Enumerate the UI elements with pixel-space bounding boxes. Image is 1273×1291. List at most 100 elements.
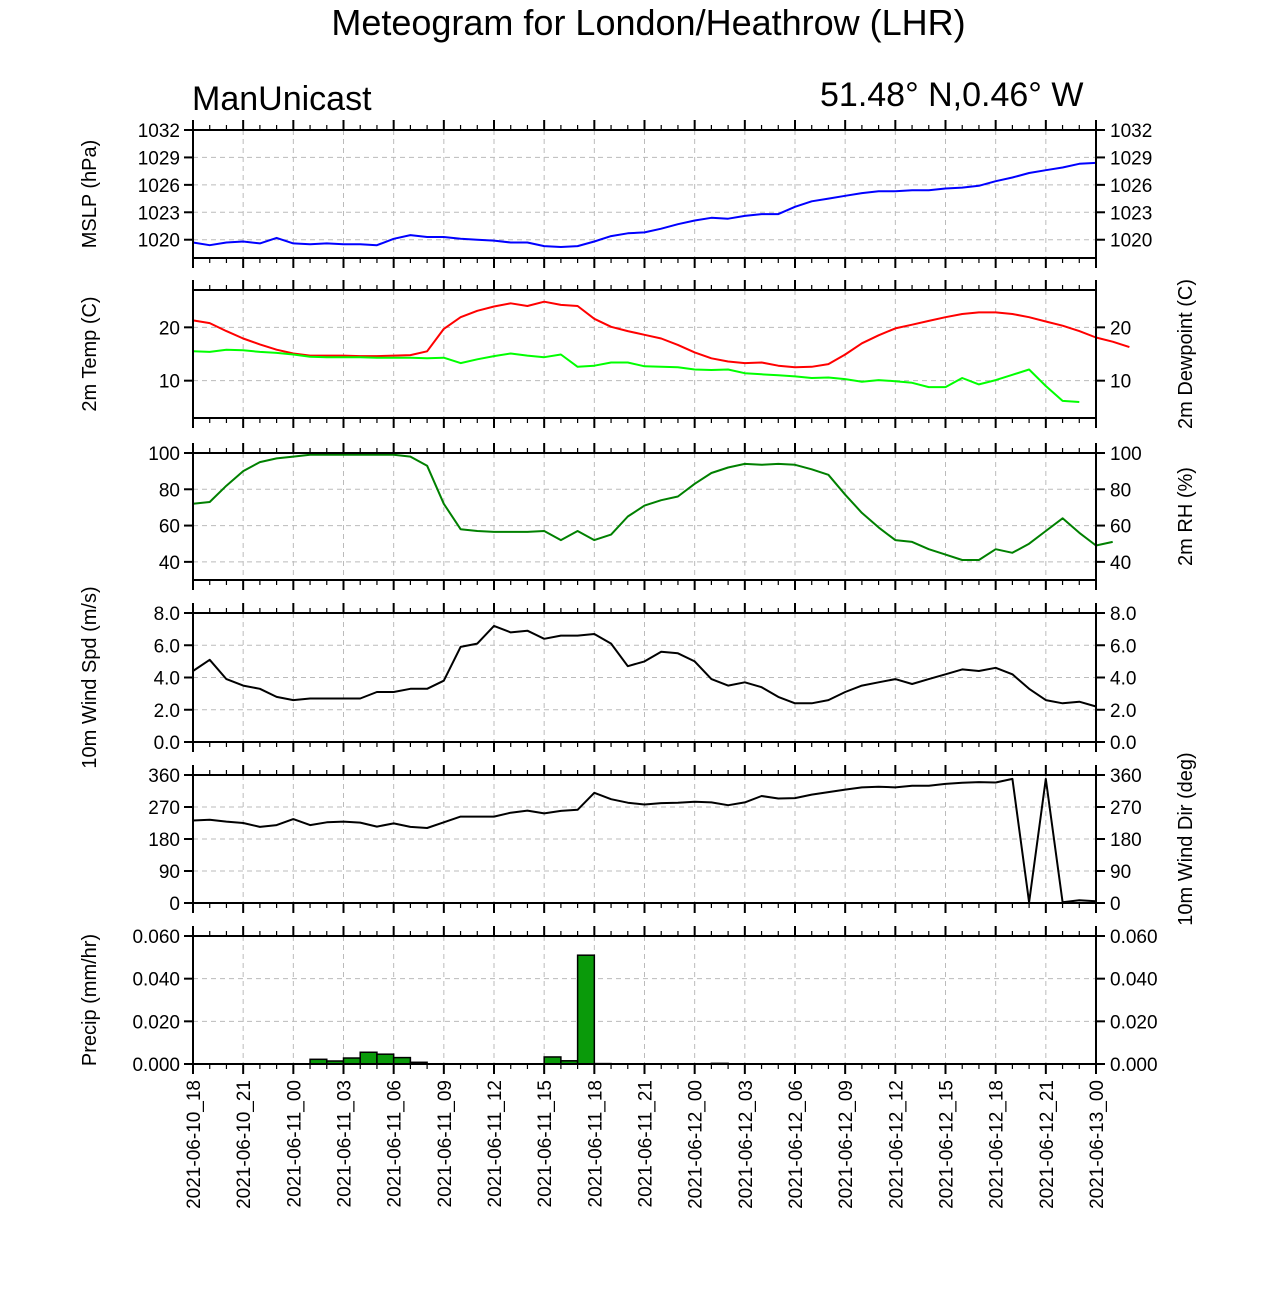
x-tick-label: 2021-06-12_12 xyxy=(886,1080,907,1209)
y-tick-label-right: 60 xyxy=(1110,517,1131,538)
y-tick-label-right: 270 xyxy=(1110,798,1142,819)
y-tick-label-right: 0.040 xyxy=(1110,970,1158,991)
model-name: ManUnicast xyxy=(192,80,372,118)
y-tick-label-left: 8.0 xyxy=(154,604,180,625)
y-tick-label-right: 0.000 xyxy=(1110,1055,1158,1076)
y-tick-label-right: 90 xyxy=(1110,862,1131,883)
y-tick-label-left: 0.020 xyxy=(132,1012,180,1033)
y-tick-label-right: 10 xyxy=(1110,372,1131,393)
y-tick-label-left: 100 xyxy=(148,444,180,465)
y-tick-label-right: 40 xyxy=(1110,553,1131,574)
precip-bar xyxy=(576,954,596,1065)
y-tick-label-left: 1029 xyxy=(138,148,180,169)
rh-ylabel-right: 2m RH (%) xyxy=(1175,467,1197,566)
x-tick-label: 2021-06-11_18 xyxy=(585,1080,606,1207)
rh-panel: 40 40 60 60 80 80 100 100 2m RH (%) xyxy=(148,443,1197,590)
x-tick-label: 2021-06-12_15 xyxy=(937,1080,958,1209)
x-tick-label: 2021-06-10_21 xyxy=(234,1080,255,1209)
panel-frame xyxy=(192,452,1097,581)
panel-frame xyxy=(192,612,1097,743)
y-tick-label-left: 0.000 xyxy=(132,1055,180,1076)
y-tick-label-left: 0.040 xyxy=(132,970,180,991)
x-tick-label: 2021-06-13_00 xyxy=(1087,1080,1108,1209)
wind-direction-ylabel-right: 10m Wind Dir (deg) xyxy=(1175,752,1197,925)
mslp-series-line xyxy=(192,161,1097,248)
wind-speed-ylabel-left: 10m Wind Spd (m/s) xyxy=(79,586,101,768)
y-tick-label-left: 10 xyxy=(159,372,180,393)
wind-direction-panel: 0 0 90 90 180 180 270 270 360 360 10m Wind Dir (de… xyxy=(148,752,1197,925)
y-tick-label-left: 360 xyxy=(148,766,180,787)
x-tick-label: 2021-06-11_15 xyxy=(535,1080,556,1207)
mslp-ylabel-left: MSLP (hPa) xyxy=(79,140,101,249)
precip-bar xyxy=(543,1056,562,1065)
wind-speed-series-line xyxy=(192,624,1097,708)
y-tick-label-right: 0.060 xyxy=(1110,927,1158,948)
y-tick-label-right: 100 xyxy=(1110,444,1142,465)
y-tick-label-left: 1023 xyxy=(138,203,180,224)
y-tick-label-right: 4.0 xyxy=(1110,669,1136,690)
wind-speed-panel: 0.0 0.0 2.0 2.0 4.0 4.0 6.0 6.0 8.0 8.0 10m Wind S… xyxy=(79,586,1136,768)
panel-frame xyxy=(192,774,1097,904)
precip-ylabel-left: Precip (mm/hr) xyxy=(79,934,101,1066)
rh-series-line xyxy=(192,453,1113,561)
y-tick-label-right: 0 xyxy=(1110,894,1121,915)
temperature-ylabel-right: 2m Dewpoint (C) xyxy=(1175,279,1197,429)
temperature-series-line xyxy=(192,300,1130,369)
location-coordinates: 51.48° N,0.46° W xyxy=(820,76,1084,114)
y-tick-label-left: 270 xyxy=(148,798,180,819)
precip-panel: 0.000 0.000 0.020 0.020 0.040 0.040 0.060 0.060… xyxy=(79,926,1158,1076)
y-tick-label-right: 0.0 xyxy=(1110,733,1136,754)
x-tick-label: 2021-06-12_09 xyxy=(836,1080,857,1209)
y-tick-label-right: 2.0 xyxy=(1110,701,1136,722)
y-tick-label-left: 4.0 xyxy=(154,669,180,690)
y-tick-label-left: 40 xyxy=(159,553,180,574)
x-tick-label: 2021-06-11_21 xyxy=(636,1080,657,1207)
temperature-panel: 10 10 20 20 2m Temp (C) 2m Dewpoint (C) xyxy=(79,279,1197,429)
y-tick-label-left: 1032 xyxy=(138,121,180,142)
y-tick-label-left: 0.060 xyxy=(132,927,180,948)
y-tick-label-left: 1020 xyxy=(138,231,180,252)
x-tick-label: 2021-06-12_03 xyxy=(736,1080,757,1209)
x-tick-label: 2021-06-12_06 xyxy=(786,1080,807,1209)
panel-frame xyxy=(192,129,1097,259)
y-tick-label-left: 0.0 xyxy=(154,733,180,754)
panel-frame xyxy=(192,289,1097,419)
y-tick-label-left: 90 xyxy=(159,862,180,883)
temperature-series-line xyxy=(192,348,1080,403)
y-tick-label-right: 1026 xyxy=(1110,176,1152,197)
y-tick-label-right: 8.0 xyxy=(1110,604,1136,625)
x-tick-label: 2021-06-10_18 xyxy=(184,1080,205,1209)
chart-title: Meteogram for London/Heathrow (LHR) xyxy=(331,2,966,43)
x-tick-label: 2021-06-12_21 xyxy=(1037,1080,1058,1209)
precip-bar xyxy=(359,1051,378,1065)
y-tick-label-left: 1026 xyxy=(138,176,180,197)
y-tick-label-right: 80 xyxy=(1110,480,1131,501)
x-tick-label: 2021-06-11_00 xyxy=(284,1080,305,1207)
x-tick-label: 2021-06-11_12 xyxy=(485,1080,506,1207)
panel-frame xyxy=(192,935,1097,1065)
y-tick-label-left: 180 xyxy=(148,830,180,851)
x-tick-label: 2021-06-12_18 xyxy=(987,1080,1008,1209)
y-tick-label-right: 1023 xyxy=(1110,203,1152,224)
y-tick-label-right: 1029 xyxy=(1110,148,1152,169)
y-tick-label-left: 2.0 xyxy=(154,701,180,722)
x-tick-label: 2021-06-11_06 xyxy=(385,1080,406,1207)
y-tick-label-right: 0.020 xyxy=(1110,1012,1158,1033)
y-tick-label-left: 20 xyxy=(159,318,180,339)
x-tick-label: 2021-06-11_03 xyxy=(335,1080,356,1207)
mslp-panel: 1020 1020 1023 1023 1026 1026 1029 1029 1032 1032… xyxy=(79,120,1152,268)
y-tick-label-left: 80 xyxy=(159,480,180,501)
y-tick-label-left: 60 xyxy=(159,517,180,538)
x-tick-label: 2021-06-11_09 xyxy=(435,1080,456,1207)
y-tick-label-right: 180 xyxy=(1110,830,1142,851)
y-tick-label-right: 20 xyxy=(1110,318,1131,339)
precip-bar xyxy=(376,1053,395,1065)
y-tick-label-left: 6.0 xyxy=(154,636,180,657)
y-tick-label-right: 1032 xyxy=(1110,121,1152,142)
temperature-ylabel-left: 2m Temp (C) xyxy=(79,296,101,411)
y-tick-label-right: 360 xyxy=(1110,766,1142,787)
y-tick-label-left: 0 xyxy=(169,894,180,915)
x-tick-label: 2021-06-12_00 xyxy=(686,1080,707,1209)
wind-direction-series-line xyxy=(192,777,1097,904)
